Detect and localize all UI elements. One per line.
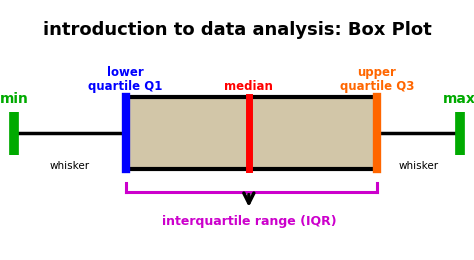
Text: min: min xyxy=(0,92,28,106)
Text: lower
quartile Q1: lower quartile Q1 xyxy=(89,66,163,93)
Bar xyxy=(126,97,377,169)
Text: max: max xyxy=(443,92,474,106)
Text: median: median xyxy=(224,80,273,93)
Text: upper
quartile Q3: upper quartile Q3 xyxy=(340,66,414,93)
Text: whisker: whisker xyxy=(398,161,438,171)
Text: introduction to data analysis: Box Plot: introduction to data analysis: Box Plot xyxy=(43,21,431,39)
Text: interquartile range (IQR): interquartile range (IQR) xyxy=(162,214,336,228)
Text: whisker: whisker xyxy=(50,161,90,171)
